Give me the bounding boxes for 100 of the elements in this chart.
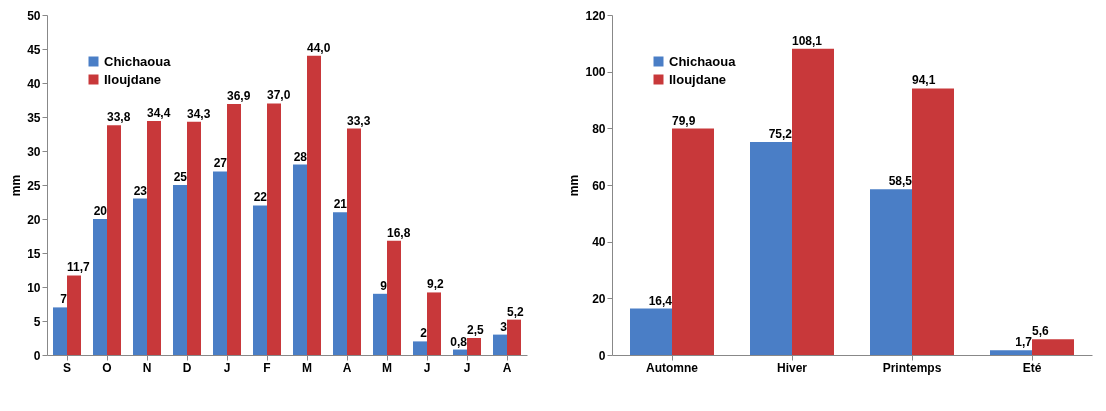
- x-tick-label: Hiver: [776, 360, 808, 375]
- data-label: 16,8: [387, 225, 411, 240]
- bar: [453, 349, 467, 355]
- bar: [413, 341, 427, 355]
- x-tick-label: Printemps: [882, 360, 942, 375]
- data-label: 7: [60, 292, 68, 307]
- x-tick-label: S: [62, 360, 72, 375]
- data-label: 25: [173, 170, 188, 184]
- x-tick-label: F: [263, 360, 271, 375]
- data-label: 1,7: [1015, 335, 1033, 350]
- bar: [227, 104, 241, 355]
- y-tick-label: 20: [27, 212, 41, 227]
- y-axis-title: mm: [567, 174, 582, 197]
- data-label: 28: [293, 149, 308, 164]
- legend-label: Iloujdane: [104, 71, 162, 87]
- data-label: 2,5: [467, 323, 485, 337]
- bar: [912, 88, 954, 355]
- data-label: 34,3: [187, 106, 211, 121]
- y-tick-label: 20: [592, 291, 606, 306]
- y-tick-label: 30: [27, 144, 41, 159]
- bar: [253, 205, 267, 355]
- data-label: 75,2: [768, 126, 793, 141]
- data-label: 37,0: [267, 88, 291, 103]
- legend-label: Chichaoua: [104, 53, 172, 69]
- y-tick-label: 10: [27, 280, 41, 295]
- y-tick-label: 80: [592, 121, 606, 136]
- data-label: 23: [133, 183, 148, 198]
- data-label: 2: [420, 326, 428, 341]
- bar: [493, 334, 507, 355]
- x-tick-label: Automne: [646, 360, 699, 375]
- data-label: 9: [380, 278, 388, 293]
- x-tick-label: A: [342, 360, 352, 375]
- data-label: 5,6: [1032, 324, 1050, 339]
- y-tick-label: 100: [585, 65, 606, 80]
- data-label: 20: [93, 204, 108, 218]
- x-tick-label: J: [423, 360, 431, 375]
- bar: [347, 128, 361, 355]
- bar: [427, 292, 441, 355]
- y-tick-label: 40: [592, 235, 606, 250]
- bar: [333, 212, 347, 355]
- data-label: 21: [333, 197, 348, 212]
- data-label: 33,3: [347, 113, 371, 128]
- bar: [293, 164, 307, 355]
- data-label: 5,2: [507, 304, 525, 319]
- bar: [213, 171, 227, 355]
- data-label: 94,1: [912, 73, 936, 88]
- data-label: 0,8: [450, 334, 468, 349]
- y-tick-label: 35: [27, 110, 41, 125]
- bar: [147, 121, 161, 355]
- bar: [267, 103, 281, 355]
- bar: [507, 319, 521, 355]
- y-tick-label: 45: [27, 42, 41, 57]
- data-label: 58,5: [888, 174, 913, 189]
- bar: [53, 307, 67, 355]
- data-label: 108,1: [792, 33, 823, 48]
- data-label: 9,2: [427, 277, 445, 292]
- bar: [107, 125, 121, 355]
- x-tick-label: A: [502, 360, 512, 375]
- y-tick-label: 5: [33, 314, 41, 329]
- x-tick-label: O: [102, 360, 112, 375]
- data-label: 33,8: [107, 110, 131, 125]
- x-tick-label: J: [223, 360, 231, 375]
- bar: [1032, 339, 1074, 355]
- y-tick-label: 50: [27, 8, 41, 23]
- x-tick-label: N: [142, 360, 152, 375]
- x-tick-label: M: [302, 360, 312, 375]
- y-tick-label: 60: [592, 178, 606, 193]
- bar: [307, 55, 321, 355]
- x-tick-label: D: [182, 360, 192, 375]
- y-tick-label: 40: [27, 76, 41, 91]
- x-tick-label: J: [463, 360, 471, 375]
- data-label: 16,4: [648, 293, 673, 308]
- bar: [870, 189, 912, 355]
- data-label: 34,4: [147, 106, 171, 121]
- legend-label: Iloujdane: [669, 71, 727, 87]
- bar: [990, 350, 1032, 355]
- bar: [187, 121, 201, 355]
- y-tick-label: 25: [27, 178, 41, 193]
- bar: [67, 275, 81, 355]
- y-tick-label: 0: [598, 348, 606, 363]
- y-tick-label: 0: [33, 348, 41, 363]
- data-label: 11,7: [67, 260, 91, 275]
- bar: [672, 128, 714, 355]
- bar: [467, 338, 481, 355]
- data-label: 36,9: [227, 89, 251, 104]
- bar: [373, 293, 387, 355]
- x-tick-label: Eté: [1022, 360, 1042, 375]
- bar: [792, 48, 834, 355]
- bar: [630, 308, 672, 355]
- bar: [750, 141, 792, 355]
- bar: [173, 185, 187, 355]
- bar: [133, 198, 147, 355]
- bar: [93, 219, 107, 355]
- y-tick-label: 15: [27, 246, 41, 261]
- bar: [387, 240, 401, 355]
- data-label: 79,9: [672, 113, 696, 128]
- data-label: 44,0: [307, 40, 331, 55]
- y-tick-label: 120: [585, 8, 606, 23]
- x-tick-label: M: [382, 360, 392, 375]
- data-label: 27: [213, 156, 228, 171]
